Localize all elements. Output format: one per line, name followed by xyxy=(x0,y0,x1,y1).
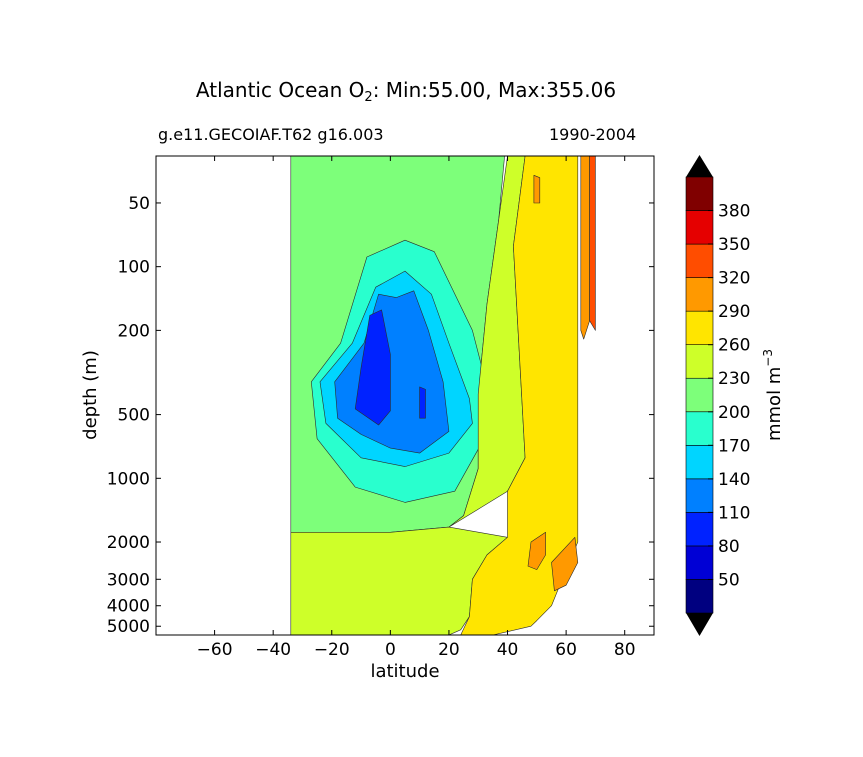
colorbar-swatch xyxy=(685,545,714,580)
contour-region-11 xyxy=(551,536,579,592)
x-tick-label: 20 xyxy=(438,640,460,660)
contour-regions xyxy=(290,156,596,635)
colorbar-swatch xyxy=(685,411,714,446)
colorbar-label: mmol m−3 xyxy=(761,349,785,441)
colorbar-swatch xyxy=(685,579,714,614)
colorbar-tick-label: 110 xyxy=(718,503,750,523)
colorbar: 50 80 110 140 170 200 230 260 290 320 350 380 xyxy=(685,155,750,636)
y-tick-label: 5000 xyxy=(107,617,150,637)
x-tick-label: 80 xyxy=(614,640,636,660)
colorbar-swatch xyxy=(685,277,714,312)
colorbar-tick-label: 140 xyxy=(718,470,750,490)
colorbar-extend-max xyxy=(686,155,713,177)
x-tick-label: 0 xyxy=(385,640,396,660)
contour-region-5 xyxy=(419,386,426,419)
x-axis: −60 −40 −20 0 20 40 60 80 xyxy=(197,156,636,660)
y-tick-label: 500 xyxy=(118,406,150,426)
plot-frame xyxy=(155,155,655,636)
contour-region-8 xyxy=(580,156,590,340)
x-axis-label: latitude xyxy=(370,661,439,682)
y-tick-label: 2000 xyxy=(107,533,150,553)
colorbar-swatch xyxy=(685,478,714,513)
x-tick-label: −60 xyxy=(197,640,233,660)
colorbar-tick-label: 260 xyxy=(718,336,750,356)
y-axis-label: depth (m) xyxy=(80,350,101,440)
colorbar-swatch xyxy=(685,512,714,547)
colorbar-swatch xyxy=(685,377,714,413)
colorbar-tick-label: 170 xyxy=(718,436,750,456)
y-tick-label: 3000 xyxy=(107,570,150,590)
chart-title: Atlantic Ocean O2: Min:55.00, Max:355.06 xyxy=(195,78,617,105)
colorbar-swatch xyxy=(685,243,714,278)
y-tick-label: 4000 xyxy=(107,597,150,617)
colorbar-tick-label: 380 xyxy=(718,202,750,222)
x-tick-label: −40 xyxy=(255,640,291,660)
contour-region-9 xyxy=(533,175,541,204)
contour-region-4 xyxy=(354,309,391,426)
colorbar-swatch xyxy=(685,445,714,480)
colorbar-tick-label: 80 xyxy=(718,537,740,557)
contour-region-10 xyxy=(527,531,546,570)
y-tick-label: 200 xyxy=(118,321,150,341)
colorbar-swatch xyxy=(685,210,714,245)
chart-subtitle-years: 1990-2004 xyxy=(549,125,637,144)
chart-subtitle-case: g.e11.GECOIAF.T62 g16.003 xyxy=(158,125,384,144)
x-tick-label: −20 xyxy=(314,640,350,660)
y-tick-label: 1000 xyxy=(107,469,150,489)
colorbar-extend-min xyxy=(686,613,713,636)
colorbar-swatch xyxy=(685,310,714,345)
y-tick-label: 50 xyxy=(128,194,150,214)
x-tick-label: 40 xyxy=(497,640,519,660)
colorbar-tick-label: 200 xyxy=(718,403,750,423)
colorbar-tick-label: 350 xyxy=(718,235,750,255)
colorbar-swatch xyxy=(685,344,714,379)
colorbar-tick-label: 320 xyxy=(718,269,750,289)
colorbar-tick-label: 50 xyxy=(718,570,740,590)
colorbar-swatch xyxy=(685,176,714,211)
colorbar-tick-label: 290 xyxy=(718,302,750,322)
x-tick-label: 60 xyxy=(555,640,577,660)
contour-region-12 xyxy=(589,156,596,331)
colorbar-tick-label: 230 xyxy=(718,369,750,389)
y-tick-label: 100 xyxy=(118,258,150,278)
